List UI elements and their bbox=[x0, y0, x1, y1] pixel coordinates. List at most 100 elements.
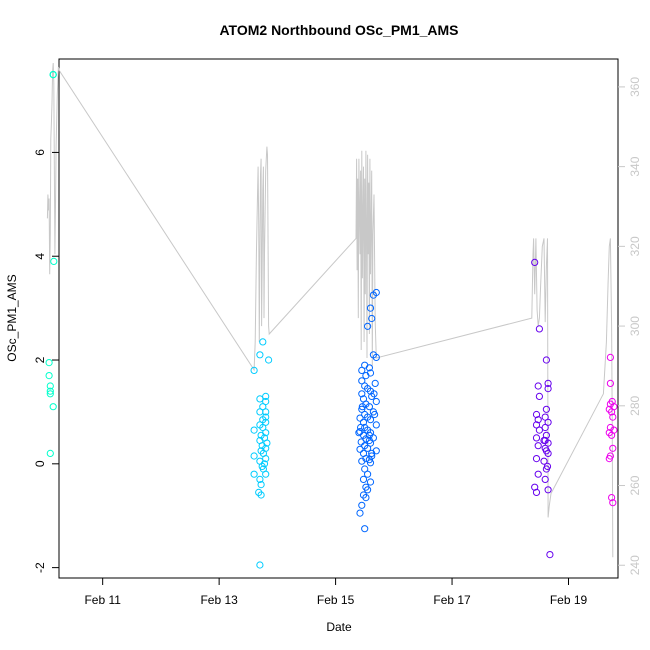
data-point bbox=[50, 257, 58, 265]
data-point bbox=[259, 465, 267, 473]
data-point bbox=[372, 421, 380, 429]
data-point bbox=[368, 314, 376, 323]
data-point bbox=[250, 366, 258, 374]
data-point bbox=[372, 353, 380, 361]
data-point bbox=[544, 486, 552, 494]
data-point bbox=[366, 416, 375, 424]
chart-title: ATOM2 Northbound OSc_PM1_AMS bbox=[219, 22, 458, 38]
data-point bbox=[608, 494, 616, 502]
data-point bbox=[546, 551, 554, 559]
data-point bbox=[259, 338, 267, 346]
data-point bbox=[605, 455, 613, 463]
data-point bbox=[371, 379, 379, 387]
data-point bbox=[257, 491, 265, 499]
data-point bbox=[46, 387, 54, 395]
data-point bbox=[368, 452, 376, 460]
data-point bbox=[364, 470, 372, 478]
y2-tick-label: 300 bbox=[628, 316, 642, 336]
data-point bbox=[366, 304, 375, 312]
data-point bbox=[366, 459, 375, 467]
data-point bbox=[256, 408, 264, 416]
data-point bbox=[357, 438, 365, 446]
data-point bbox=[256, 475, 264, 483]
data-point bbox=[361, 525, 369, 533]
data-point bbox=[49, 403, 57, 411]
plot-area: Feb 11 Feb 13 Feb 15 Feb 17 Feb 19 -2 0 2 4 6 240 2… bbox=[33, 58, 642, 607]
data-point bbox=[358, 457, 366, 465]
data-point bbox=[358, 390, 366, 398]
data-point bbox=[45, 359, 53, 367]
data-point bbox=[364, 444, 372, 452]
data-point bbox=[609, 499, 617, 507]
data-point bbox=[362, 494, 370, 502]
data-point bbox=[535, 325, 544, 333]
data-point bbox=[541, 475, 549, 483]
data-point bbox=[45, 372, 53, 380]
data-point bbox=[358, 501, 366, 509]
y-tick-label: 0 bbox=[33, 460, 47, 467]
data-point bbox=[532, 410, 541, 419]
x-tick-label: Feb 13 bbox=[200, 593, 238, 607]
data-point bbox=[534, 470, 542, 478]
data-point bbox=[256, 351, 264, 359]
data-point bbox=[609, 444, 617, 452]
x-tick-label: Feb 19 bbox=[550, 593, 588, 607]
data-point bbox=[543, 462, 552, 470]
data-point bbox=[356, 414, 364, 422]
data-point bbox=[609, 413, 617, 421]
data-point bbox=[364, 322, 372, 330]
data-point bbox=[371, 410, 379, 419]
y2-tick-label: 320 bbox=[628, 236, 642, 256]
data-point bbox=[534, 416, 542, 424]
data-point bbox=[46, 382, 54, 390]
data-point bbox=[370, 390, 378, 398]
data-point bbox=[369, 291, 377, 299]
data-point bbox=[250, 426, 258, 434]
secondary-series-line bbox=[46, 62, 614, 558]
data-point bbox=[544, 379, 552, 387]
data-point bbox=[265, 356, 273, 364]
y-tick-label: 2 bbox=[33, 356, 47, 363]
y2-tick-label: 280 bbox=[628, 395, 642, 415]
data-point bbox=[368, 449, 376, 457]
data-point bbox=[532, 434, 541, 442]
data-point bbox=[365, 403, 373, 411]
x-tick-label: Feb 17 bbox=[433, 593, 471, 607]
plot-frame bbox=[58, 58, 619, 579]
data-point bbox=[542, 356, 551, 364]
data-point bbox=[365, 456, 373, 464]
data-point bbox=[540, 457, 548, 465]
x-axis-label: Date bbox=[326, 620, 352, 634]
data-point bbox=[608, 408, 616, 416]
data-point bbox=[262, 408, 270, 416]
y2-tick-label: 340 bbox=[628, 156, 642, 176]
x-tick-label: Feb 15 bbox=[317, 593, 355, 607]
data-point bbox=[542, 447, 551, 455]
data-point bbox=[356, 445, 364, 453]
data-point bbox=[46, 390, 54, 398]
data-point bbox=[359, 475, 368, 483]
data-point bbox=[355, 429, 363, 437]
data-point bbox=[535, 426, 544, 434]
data-point bbox=[262, 455, 270, 463]
data-point bbox=[357, 423, 365, 432]
y2-tick-label: 240 bbox=[628, 555, 642, 575]
data-point bbox=[541, 423, 549, 432]
y-axis-label: OSc_PM1_AMS bbox=[5, 274, 19, 361]
data-point bbox=[532, 488, 541, 496]
data-point bbox=[49, 71, 57, 79]
data-point bbox=[606, 379, 615, 387]
data-point bbox=[365, 431, 373, 439]
data-point bbox=[372, 397, 380, 406]
y-tick-label: 6 bbox=[33, 149, 47, 156]
x-tick-label: Feb 11 bbox=[84, 593, 121, 607]
data-point bbox=[256, 561, 264, 569]
data-point bbox=[356, 509, 364, 517]
data-point bbox=[544, 385, 552, 393]
data-point bbox=[534, 382, 542, 390]
data-point bbox=[257, 481, 265, 489]
y-tick-label: -2 bbox=[33, 562, 47, 573]
data-point bbox=[46, 449, 54, 457]
data-point bbox=[606, 353, 615, 361]
